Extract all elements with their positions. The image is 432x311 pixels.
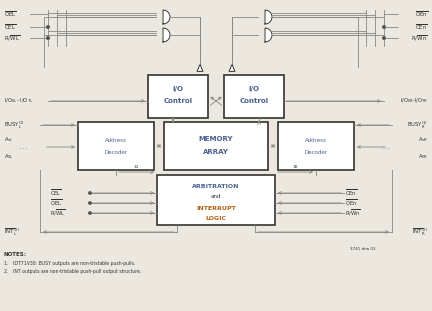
Text: 1.   IDT71V30: BUSY outputs are non-tristable push-pulls.: 1. IDT71V30: BUSY outputs are non-trista… — [4, 262, 135, 267]
Text: I/O$_{0R}$-I/O$_{7R}$: I/O$_{0R}$-I/O$_{7R}$ — [400, 97, 428, 105]
Polygon shape — [265, 10, 272, 24]
Text: · · ·: · · · — [20, 146, 28, 151]
Text: INTERRUPT: INTERRUPT — [196, 206, 236, 211]
Text: I/O$_{0L}$- I/O$_{7L}$: I/O$_{0L}$- I/O$_{7L}$ — [4, 97, 33, 105]
Circle shape — [47, 26, 49, 28]
Bar — [224, 75, 284, 118]
Polygon shape — [265, 28, 272, 42]
Text: R/$\overline{\sf Wn}$: R/$\overline{\sf Wn}$ — [345, 208, 361, 218]
Text: 2.   INT outputs are non-tristable push-pull output structure.: 2. INT outputs are non-tristable push-pu… — [4, 270, 141, 275]
Circle shape — [383, 37, 385, 39]
Circle shape — [383, 26, 385, 28]
Text: and: and — [211, 194, 221, 199]
Polygon shape — [163, 10, 170, 24]
Text: 12: 12 — [134, 165, 139, 169]
Text: MEMORY: MEMORY — [199, 136, 233, 142]
Text: BUSY$_R^{(1)}$: BUSY$_R^{(1)}$ — [407, 119, 428, 131]
Bar — [157, 175, 275, 225]
Text: $\overline{\sf OEL}$: $\overline{\sf OEL}$ — [50, 198, 62, 208]
Polygon shape — [229, 64, 235, 72]
Bar — [148, 75, 208, 118]
Text: Control: Control — [163, 98, 193, 104]
Polygon shape — [163, 28, 170, 42]
Bar — [78, 122, 154, 170]
Text: R/$\overline{\sf WL}$: R/$\overline{\sf WL}$ — [4, 33, 20, 43]
Polygon shape — [197, 64, 203, 72]
Text: $\overline{\sf CEn}$: $\overline{\sf CEn}$ — [415, 22, 428, 32]
Bar — [278, 122, 354, 170]
Text: $\overline{\sf OEn}$: $\overline{\sf OEn}$ — [345, 198, 358, 208]
Text: $\overline{\sf CEL}$: $\overline{\sf CEL}$ — [50, 188, 62, 198]
Text: A$_{0L}$: A$_{0L}$ — [4, 153, 14, 161]
Text: Decoder: Decoder — [305, 150, 327, 155]
Text: 18: 18 — [293, 165, 298, 169]
Text: Decoder: Decoder — [105, 150, 127, 155]
Text: $\overline{\sf CEL}$: $\overline{\sf CEL}$ — [4, 22, 16, 32]
Text: LOGIC: LOGIC — [206, 216, 226, 220]
Text: $\overline{\sf INT}_R^{(2)}$: $\overline{\sf INT}_R^{(2)}$ — [412, 226, 428, 238]
Text: · · ·: · · · — [382, 146, 390, 151]
Text: R/$\overline{\sf Wn}$: R/$\overline{\sf Wn}$ — [411, 33, 428, 43]
Circle shape — [47, 37, 49, 39]
Text: $\overline{\sf OEL}$: $\overline{\sf OEL}$ — [4, 9, 17, 19]
Text: ARRAY: ARRAY — [203, 149, 229, 155]
Circle shape — [89, 202, 91, 204]
Text: NOTES:: NOTES: — [4, 253, 27, 258]
Circle shape — [89, 212, 91, 214]
Text: A$_{nL}$: A$_{nL}$ — [4, 136, 14, 144]
Text: BUSY$_L^{(1)}$: BUSY$_L^{(1)}$ — [4, 119, 25, 131]
Text: A$_{nR}$: A$_{nR}$ — [418, 136, 428, 144]
Circle shape — [89, 192, 91, 194]
Text: R/$\overline{\sf WL}$: R/$\overline{\sf WL}$ — [50, 208, 66, 218]
Text: Address: Address — [105, 137, 127, 142]
Text: $\overline{\sf OEn}$: $\overline{\sf OEn}$ — [415, 9, 428, 19]
Text: 3741 drw 01: 3741 drw 01 — [350, 247, 376, 251]
Text: A$_{0R}$: A$_{0R}$ — [418, 153, 428, 161]
Text: $\overline{\sf INT}_L^{(2)}$: $\overline{\sf INT}_L^{(2)}$ — [4, 226, 20, 238]
Text: Address: Address — [305, 137, 327, 142]
Text: Control: Control — [239, 98, 269, 104]
Text: ARBITRATION: ARBITRATION — [192, 184, 240, 189]
Bar — [164, 122, 268, 170]
Text: I/O: I/O — [172, 86, 184, 92]
Text: $\overline{\sf CEn}$: $\overline{\sf CEn}$ — [345, 188, 357, 198]
Text: I/O: I/O — [248, 86, 260, 92]
